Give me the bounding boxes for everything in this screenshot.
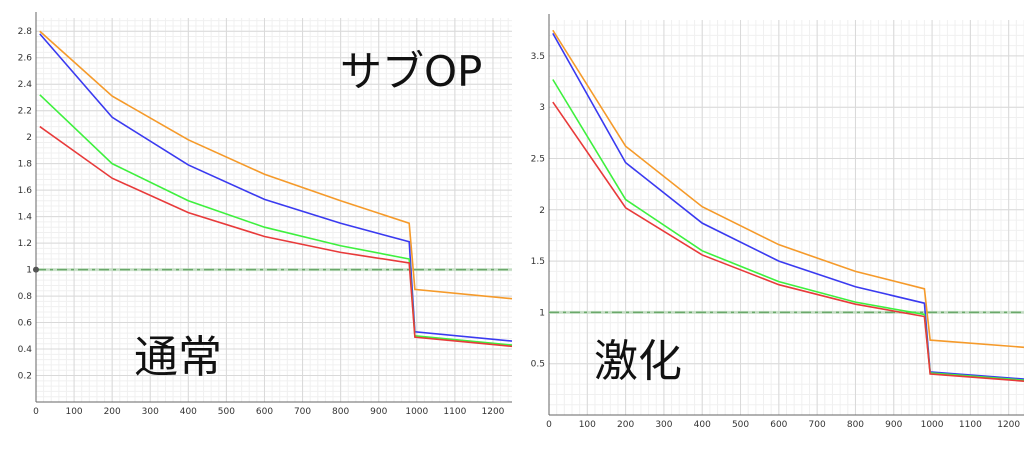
series-line	[39, 125, 513, 348]
x-tick-label: 1200	[997, 420, 1020, 430]
chart-left: 0 100 200 300 400 500 600 700 800 900 1000 1100 1200…	[18, 12, 513, 417]
series-line	[552, 32, 1024, 380]
x-tick-label: 300	[655, 420, 672, 430]
x-tick-label: 100	[579, 420, 596, 430]
y-tick-label: 0.8	[18, 292, 33, 302]
x-tick-label: 800	[847, 420, 864, 430]
x-tick-label: 100	[65, 407, 82, 417]
x-tick-label: 900	[885, 420, 902, 430]
x-tick-label: 0	[33, 407, 39, 417]
x-tick-label: 700	[294, 407, 311, 417]
y-tick-label: 3.5	[531, 52, 545, 62]
overlay-label-normal: 通常	[134, 332, 222, 383]
series-line	[552, 101, 1024, 382]
y-tick-label: 0.4	[18, 345, 33, 355]
y-tick-label: 1.5	[531, 257, 545, 267]
series-line	[552, 29, 1024, 349]
y-tick-label: 1	[539, 308, 545, 318]
x-tick-label: 400	[180, 407, 197, 417]
series-line	[39, 30, 513, 300]
y-tick-label: 0.5	[531, 360, 545, 370]
y-tick-label: 2	[539, 206, 545, 216]
y-tick-label: 1.8	[18, 160, 33, 170]
x-tick-label: 0	[546, 420, 552, 430]
y-tick-label: 2.4	[18, 80, 33, 90]
x-tick-label: 800	[332, 407, 349, 417]
x-tick-label: 400	[694, 420, 711, 430]
chart-right: 0 100 200 300 400 500 600 700 800 900 1000 1100 1200…	[531, 14, 1024, 430]
reference-point	[33, 266, 39, 273]
y-tick-label: 3	[539, 103, 545, 113]
x-tick-label: 200	[104, 407, 121, 417]
x-tick-label: 500	[732, 420, 749, 430]
x-tick-label: 500	[218, 407, 235, 417]
x-tick-label: 600	[770, 420, 787, 430]
y-tick-label: 1.2	[18, 239, 32, 249]
x-tick-label: 600	[256, 407, 273, 417]
y-tick-label: 1.4	[18, 213, 33, 223]
y-tick-label: 0.6	[18, 319, 33, 329]
y-tick-label: 2.8	[18, 27, 33, 37]
y-tick-label: 2.5	[531, 155, 545, 165]
y-tick-label: 2.2	[18, 107, 32, 117]
x-tick-label: 1100	[959, 420, 982, 430]
overlay-title-subop: サブOP	[340, 47, 482, 96]
y-tick-label: 1.6	[18, 186, 33, 196]
y-tick-label: 0.2	[18, 372, 32, 382]
x-tick-label: 1000	[405, 407, 428, 417]
x-tick-label: 700	[809, 420, 826, 430]
y-tick-label: 2	[26, 133, 32, 143]
x-tick-label: 900	[370, 407, 387, 417]
x-tick-label: 300	[142, 407, 159, 417]
y-tick-label: 2.6	[18, 54, 33, 64]
x-tick-label: 1200	[482, 407, 505, 417]
x-tick-label: 1100	[443, 407, 466, 417]
y-tick-label: 1	[26, 266, 32, 276]
overlay-label-intense: 激化	[594, 336, 682, 387]
x-tick-label: 1000	[921, 420, 944, 430]
x-tick-label: 200	[617, 420, 634, 430]
